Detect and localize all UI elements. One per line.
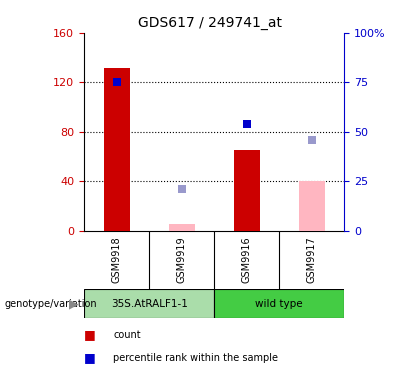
Text: ■: ■ — [84, 351, 96, 364]
Text: ■: ■ — [84, 328, 96, 341]
Text: GSM9919: GSM9919 — [177, 236, 186, 283]
Text: count: count — [113, 330, 141, 340]
Text: wild type: wild type — [255, 299, 303, 309]
Text: GDS617 / 249741_at: GDS617 / 249741_at — [138, 16, 282, 30]
Text: GSM9917: GSM9917 — [307, 236, 317, 283]
Text: percentile rank within the sample: percentile rank within the sample — [113, 352, 278, 363]
Text: genotype/variation: genotype/variation — [4, 299, 97, 309]
Bar — [234, 150, 260, 231]
Bar — [169, 224, 195, 231]
Text: ▶: ▶ — [69, 297, 78, 310]
Text: GSM9916: GSM9916 — [242, 236, 252, 283]
Bar — [299, 181, 325, 231]
Bar — [214, 289, 344, 318]
Text: GSM9918: GSM9918 — [112, 236, 121, 283]
Text: 35S.AtRALF1-1: 35S.AtRALF1-1 — [110, 299, 188, 309]
Bar — [104, 68, 129, 231]
Bar — [84, 289, 214, 318]
